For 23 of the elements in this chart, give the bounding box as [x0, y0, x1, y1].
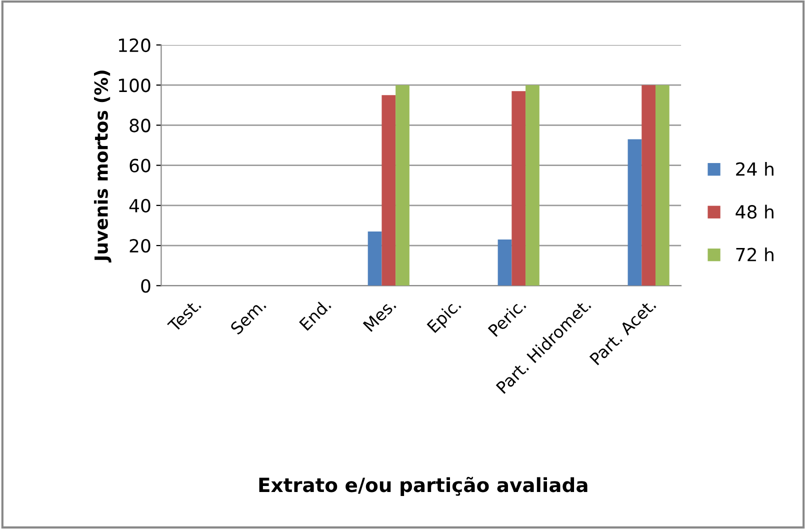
y-axis-title: Juvenis mortos (%) [94, 70, 112, 263]
bar [368, 232, 382, 286]
x-tick-label: Mes. [362, 298, 396, 332]
y-tick-label: 120 [119, 38, 150, 52]
y-tick-label: 80 [130, 118, 150, 132]
y-tick-label: 0 [141, 279, 150, 293]
legend-label: 24 h [736, 162, 774, 176]
y-tick-label: 20 [130, 239, 150, 253]
legend-label: 72 h [736, 247, 774, 262]
bar [656, 85, 670, 286]
bar [642, 85, 656, 286]
bar [382, 95, 396, 286]
y-tick-label: 60 [130, 158, 150, 172]
bar [512, 91, 526, 286]
x-tick-label: Test. [167, 298, 202, 333]
bar [526, 85, 540, 286]
bar [628, 139, 642, 286]
bar [498, 240, 512, 286]
x-axis-title: Extrato e/ou partição avaliada [259, 476, 588, 496]
y-tick-label: 40 [129, 198, 150, 213]
bar [396, 85, 410, 286]
y-tick-label: 100 [119, 78, 150, 92]
legend-label: 48 h [736, 204, 774, 219]
